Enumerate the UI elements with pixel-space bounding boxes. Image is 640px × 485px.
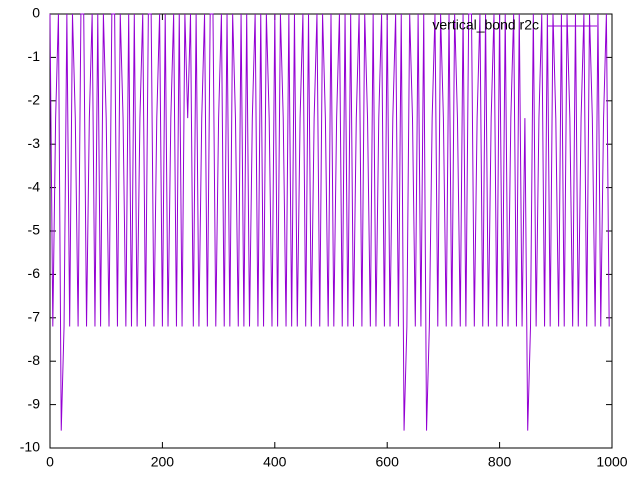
y-tick-label: -10 bbox=[20, 439, 40, 455]
x-tick-label: 600 bbox=[376, 454, 400, 470]
y-tick-label: -6 bbox=[28, 265, 41, 281]
y-tick-label: -8 bbox=[28, 352, 41, 368]
x-tick-label: 800 bbox=[488, 454, 512, 470]
y-tick-label: -5 bbox=[28, 222, 41, 238]
x-tick-label: 0 bbox=[46, 454, 54, 470]
y-tick-label: -4 bbox=[28, 178, 41, 194]
x-tick-label: 400 bbox=[263, 454, 287, 470]
y-tick-label: -7 bbox=[28, 309, 41, 325]
x-tick-label: 1000 bbox=[596, 454, 627, 470]
legend-label: vertical_bond r2c bbox=[432, 17, 539, 33]
y-tick-label: 0 bbox=[32, 5, 40, 21]
y-tick-label: -2 bbox=[28, 92, 41, 108]
data-line bbox=[49, 13, 610, 431]
y-tick-label: -3 bbox=[28, 135, 41, 151]
y-tick-label: -9 bbox=[28, 395, 41, 411]
y-tick-label: -1 bbox=[28, 48, 41, 64]
x-tick-label: 200 bbox=[151, 454, 175, 470]
